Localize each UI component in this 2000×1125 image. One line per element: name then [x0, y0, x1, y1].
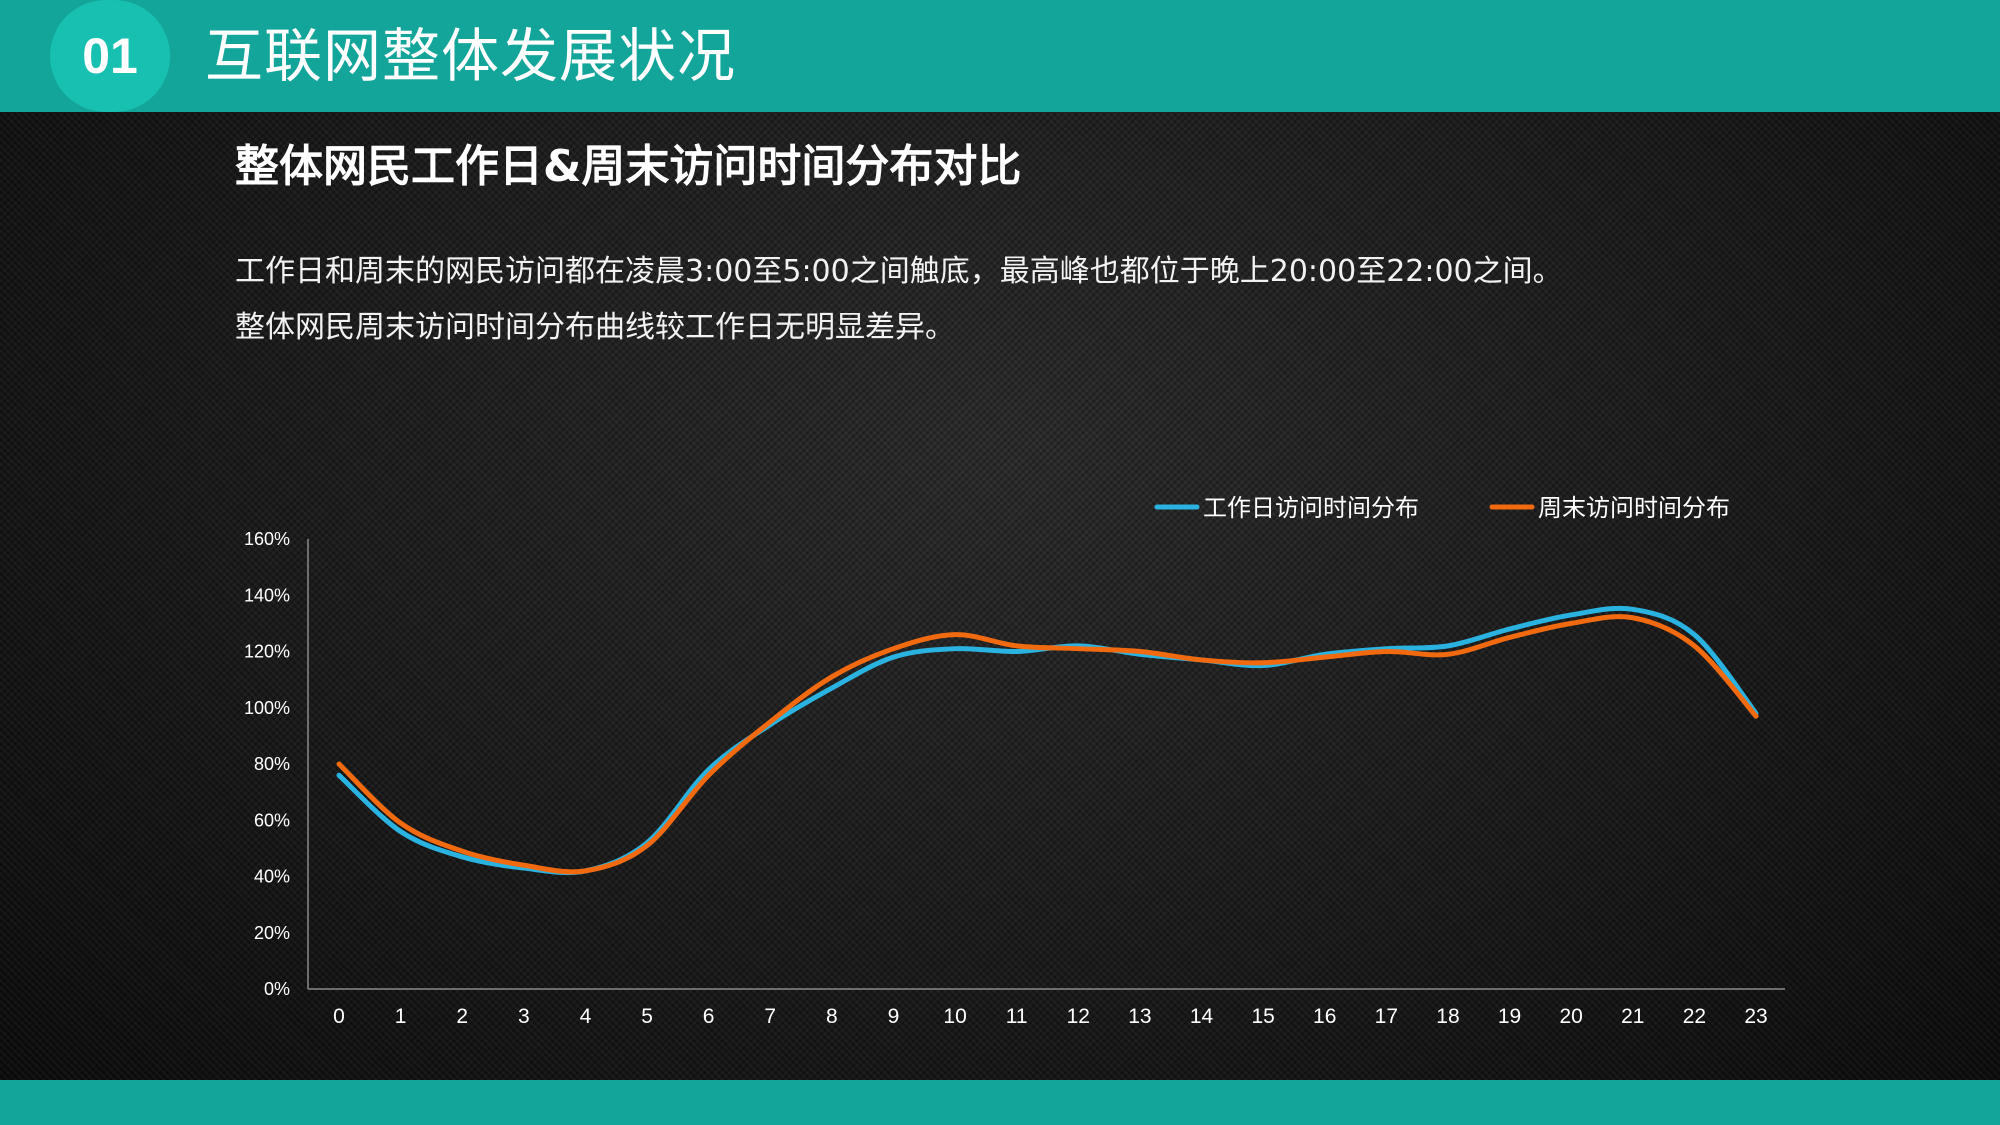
- x-tick-label: 15: [1251, 1005, 1274, 1028]
- y-tick-label: 100%: [244, 698, 290, 718]
- x-tick-label: 21: [1621, 1005, 1644, 1028]
- y-tick-label: 80%: [254, 754, 290, 774]
- x-tick-label: 6: [703, 1005, 715, 1028]
- x-tick-label: 8: [826, 1005, 838, 1028]
- section-number-badge: 01: [50, 0, 170, 112]
- x-tick-label: 23: [1744, 1005, 1767, 1028]
- y-tick-label: 160%: [244, 529, 290, 549]
- x-tick-label: 22: [1683, 1005, 1706, 1028]
- x-tick-label: 12: [1067, 1005, 1090, 1028]
- description: 工作日和周末的网民访问都在凌晨3:00至5:00之间触底，最高峰也都位于晚上20…: [235, 244, 1563, 356]
- x-tick-label: 20: [1559, 1005, 1582, 1028]
- footer-bar: [0, 1080, 2000, 1125]
- legend-label: 周末访问时间分布: [1538, 494, 1730, 522]
- x-tick-label: 1: [395, 1005, 407, 1028]
- x-tick-label: 13: [1128, 1005, 1151, 1028]
- y-tick-label: 60%: [254, 810, 290, 830]
- x-tick-label: 5: [641, 1005, 653, 1028]
- x-tick-label: 14: [1190, 1005, 1214, 1028]
- x-tick-label: 10: [943, 1005, 966, 1028]
- x-tick-label: 11: [1006, 1005, 1028, 1028]
- header-bar: 01 互联网整体发展状况: [0, 0, 2000, 112]
- x-tick-label: 17: [1375, 1005, 1398, 1028]
- y-tick-label: 120%: [244, 642, 290, 662]
- x-tick-label: 19: [1498, 1005, 1521, 1028]
- chart-heading: 整体网民工作日&周末访问时间分布对比: [235, 141, 1022, 192]
- x-tick-label: 16: [1313, 1005, 1336, 1028]
- x-tick-label: 0: [333, 1005, 345, 1028]
- x-tick-label: 4: [580, 1005, 592, 1028]
- legend-label: 工作日访问时间分布: [1203, 494, 1419, 522]
- x-tick-label: 7: [764, 1005, 776, 1028]
- x-tick-label: 2: [456, 1005, 468, 1028]
- y-tick-label: 140%: [244, 585, 290, 605]
- page-title: 互联网整体发展状况: [205, 22, 737, 90]
- description-line-1: 工作日和周末的网民访问都在凌晨3:00至5:00之间触底，最高峰也都位于晚上20…: [235, 254, 1563, 289]
- x-tick-label: 18: [1436, 1005, 1459, 1028]
- description-line-2: 整体网民周末访问时间分布曲线较工作日无明显差异。: [235, 310, 955, 345]
- x-tick-label: 3: [518, 1005, 530, 1028]
- series-line-weekend: [336, 614, 1759, 875]
- y-tick-label: 40%: [254, 867, 290, 887]
- y-tick-label: 20%: [254, 923, 290, 943]
- y-tick-label: 0%: [264, 979, 290, 999]
- x-tick-label: 9: [888, 1005, 900, 1028]
